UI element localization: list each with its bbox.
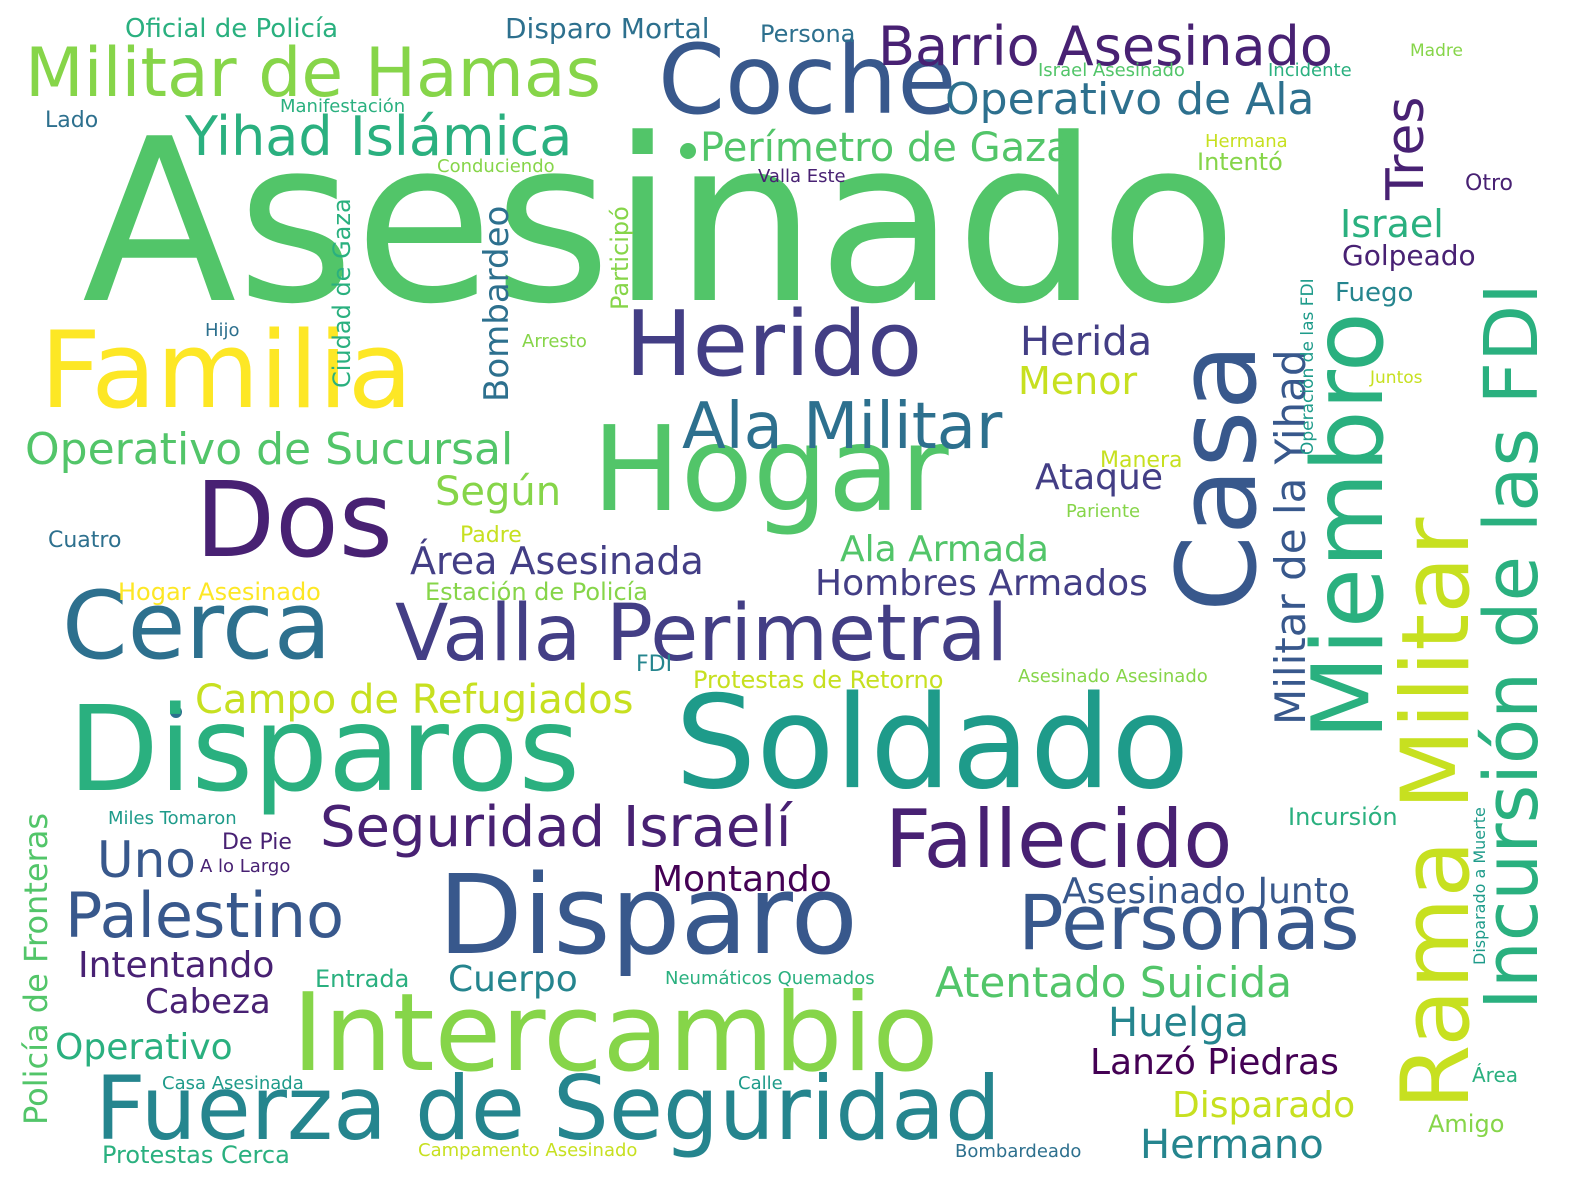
word-israel: Israel <box>1340 202 1444 246</box>
word-lanzo-piedras: Lanzó Piedras <box>1090 1042 1339 1083</box>
word-operativo-de-sucursal: Operativo de Sucursal <box>25 424 514 475</box>
word-fuerza-de-seguridad: Fuerza de Seguridad <box>95 1057 1001 1160</box>
word-bombardeado: Bombardeado <box>955 1141 1082 1162</box>
word-segun: Según <box>435 469 562 515</box>
word-disparos: Disparos <box>68 680 580 818</box>
word-tres: Tres <box>1376 96 1436 200</box>
word-menor: Menor <box>1018 359 1138 403</box>
word-campamento-asesinado: Campamento Asesinado <box>418 1140 638 1161</box>
word-ataque: Ataque <box>1035 457 1163 498</box>
word-militar-de-hamas: Militar de Hamas <box>25 34 602 113</box>
word-disparado-a-muerte: Disparado a Muerte <box>1470 807 1489 965</box>
word-intentando: Intentando <box>78 945 275 986</box>
word-operativo: Operativo <box>55 1027 233 1068</box>
word-pariente: Pariente <box>1066 501 1141 522</box>
word-madre: Madre <box>1410 41 1463 61</box>
word-disparado: Disparado <box>1172 1085 1356 1126</box>
word-juntos: Juntos <box>1370 368 1423 388</box>
word-uno: Uno <box>97 831 196 889</box>
word-ala-armada: Ala Armada <box>840 529 1049 570</box>
word-hijo: Hijo <box>205 320 240 341</box>
word-incidente: Incidente <box>1268 60 1352 81</box>
word-cabeza: Cabeza <box>145 982 271 1022</box>
word-a-lo-largo: A lo Largo <box>200 856 291 877</box>
word-familia: Familia <box>40 309 413 432</box>
word-montando: Montando <box>652 859 832 900</box>
word-operacion-de-las-fdi: Operación de las FDI <box>1298 278 1318 455</box>
word-yihad-islamica: Yihad Islámica <box>185 105 573 168</box>
word-dos: Dos <box>195 459 393 581</box>
word-hombres-armados: Hombres Armados <box>815 563 1148 604</box>
word-fdi: FDI <box>636 652 673 677</box>
word-arresto: Arresto <box>522 331 587 352</box>
word-seguridad-israeli: Seguridad Israelí <box>320 795 792 860</box>
word-area-asesinada: Área Asesinada <box>410 539 704 583</box>
word-intento: Intentó <box>1197 148 1283 176</box>
word-asesinado: Asesinado <box>82 91 1238 354</box>
word-fuego: Fuego <box>1335 278 1414 308</box>
word-protestas-de-retorno: Protestas de Retorno <box>693 666 944 694</box>
word-ala-militar: Ala Militar <box>682 390 1003 464</box>
word-cerca: Cerca <box>62 572 332 681</box>
word-valla-este: Valla Este <box>758 166 846 187</box>
dot-mark <box>680 143 696 159</box>
word-campo-de-refugiados: Campo de Refugiados <box>195 677 634 723</box>
word-conduciendo: Conduciendo <box>437 156 555 177</box>
word-huelga: Huelga <box>1108 1000 1250 1046</box>
word-lado: Lado <box>45 108 99 133</box>
word-otro: Otro <box>1465 171 1513 196</box>
word-neumaticos-quemados: Neumáticos Quemados <box>665 968 875 989</box>
word-operativo-de-ala: Operativo de Ala <box>945 74 1315 125</box>
word-manifestacion: Manifestación <box>280 96 406 117</box>
word-disparo-mortal: Disparo Mortal <box>505 12 710 45</box>
word-herida: Herida <box>1020 319 1153 365</box>
word-de-pie: De Pie <box>222 830 292 855</box>
word-hogar-asesinado: Hogar Asesinado <box>118 578 321 606</box>
word-asesinado-asesinado: Asesinado Asesinado <box>1018 666 1208 687</box>
word-personas: Personas <box>1018 878 1360 967</box>
word-participo: Participó <box>606 206 634 310</box>
word-calle: Calle <box>738 1073 783 1094</box>
word-israel-asesinado: Israel Asesinado <box>1038 60 1185 81</box>
word-amigo: Amigo <box>1428 1110 1505 1138</box>
word-palestino: Palestino <box>65 879 345 952</box>
word-coche: Coche <box>658 24 957 136</box>
word-intercambio: Intercambio <box>292 971 939 1096</box>
word-cuerpo: Cuerpo <box>448 959 578 1000</box>
word-padre: Padre <box>460 523 522 548</box>
word-soldado: Soldado <box>675 669 1190 818</box>
word-manera: Manera <box>1100 448 1183 473</box>
word-valla-perimetral: Valla Perimetral <box>395 589 1009 679</box>
word-atentado-suicida: Atentado Suicida <box>935 958 1292 1007</box>
word-golpeado: Golpeado <box>1342 239 1476 272</box>
word-incursion: Incursión <box>1288 803 1398 831</box>
word-oficial-de-policia: Oficial de Policía <box>125 14 339 44</box>
word-policia-de-fronteras: Policía de Fronteras <box>17 812 55 1125</box>
word-hogar: Hogar <box>592 400 949 538</box>
word-casa-asesinada: Casa Asesinada <box>162 1073 304 1094</box>
word-estacion-de-policia: Estación de Policía <box>425 578 649 606</box>
word-casa: Casa <box>1153 343 1281 612</box>
word-ciudad-de-gaza: Ciudad de Gaza <box>328 198 356 388</box>
word-area: Área <box>1472 1063 1519 1087</box>
dot-mark <box>170 706 182 718</box>
word-herido: Herido <box>625 292 923 397</box>
word-persona: Persona <box>760 20 856 48</box>
word-asesinado-junto: Asesinado Junto <box>1062 871 1350 912</box>
word-fallecido: Fallecido <box>885 793 1233 886</box>
word-cuatro: Cuatro <box>48 528 122 553</box>
word-hermano: Hermano <box>1140 1122 1324 1168</box>
word-bombardeo: Bombardeo <box>477 205 517 402</box>
word-protestas-cerca: Protestas Cerca <box>102 1141 290 1169</box>
word-miles-tomaron: Miles Tomaron <box>108 808 237 829</box>
word-disparo: Disparo <box>438 851 858 979</box>
word-perimetro-de-gaza: Perímetro de Gaza <box>700 125 1071 171</box>
word-entrada: Entrada <box>315 965 410 993</box>
word-hermana: Hermana <box>1205 131 1288 152</box>
word-barrio-asesinado: Barrio Asesinado <box>878 15 1333 78</box>
